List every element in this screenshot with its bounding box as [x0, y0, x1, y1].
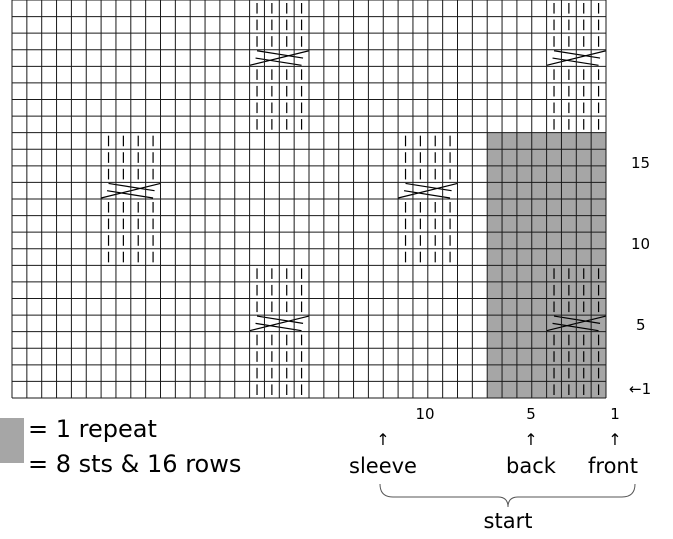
row-number-1: ←1 [629, 380, 651, 398]
legend-line-2: = 8 sts & 16 rows [28, 450, 241, 478]
legend-swatch [0, 418, 24, 463]
row-number-10: 10 [631, 235, 650, 253]
sleeve-arrow-icon: ↑ [376, 430, 389, 449]
stitch-number-10: 10 [415, 405, 434, 423]
stitch-number-1: 1 [610, 405, 620, 423]
stitch-number-5: 5 [526, 405, 536, 423]
back-label: back [506, 454, 557, 478]
sleeve-label: sleeve [349, 454, 417, 478]
row-one-arrow: ← [629, 380, 642, 398]
row-number-15: 15 [631, 154, 650, 172]
start-brace [379, 483, 636, 508]
front-arrow-icon: ↑ [608, 430, 621, 449]
back-arrow-icon: ↑ [524, 430, 537, 449]
chart-grid [11, 0, 607, 399]
row-number-5: 5 [636, 316, 646, 334]
row-one-number: 1 [642, 380, 652, 398]
chart-labels: 15 10 5 ←1 1 5 10 ↑ ↑ ↑ front back sleev… [0, 154, 651, 533]
start-label: start [484, 509, 533, 533]
front-label: front [588, 454, 638, 478]
legend-line-1: = 1 repeat [28, 415, 157, 443]
